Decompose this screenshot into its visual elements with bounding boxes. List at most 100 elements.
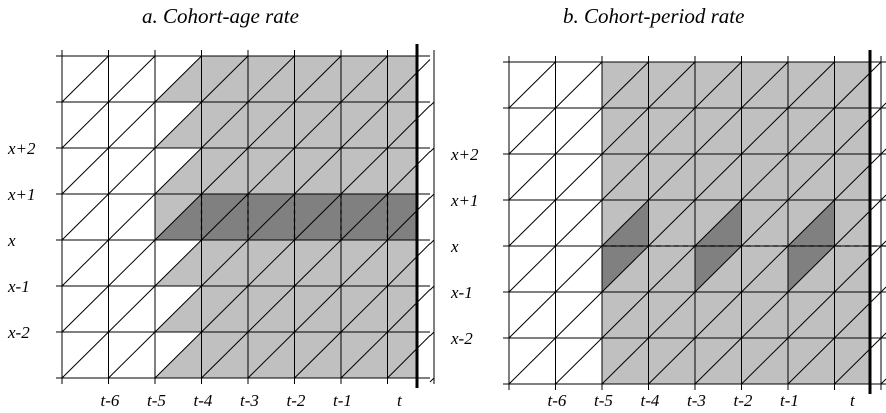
diagonal	[694, 199, 742, 247]
diagonal	[648, 199, 696, 247]
diagonal	[108, 101, 156, 149]
diagonal	[694, 61, 742, 109]
age-label: x-2	[7, 323, 30, 342]
diagonal	[741, 107, 789, 155]
diagonal	[340, 331, 388, 379]
diagonal	[387, 289, 431, 333]
time-label: t-5	[147, 391, 166, 410]
diagonal	[429, 101, 435, 107]
diagonal	[429, 147, 435, 153]
diagonal	[247, 55, 295, 103]
diagonal	[429, 377, 435, 383]
diagonal	[555, 337, 603, 385]
time-label: t-4	[641, 391, 660, 410]
diagonal	[787, 199, 835, 247]
time-labels: t-6 t-5 t-4 t-3 t-2 t-1 t	[101, 391, 404, 410]
age-label: x+1	[450, 191, 479, 210]
diagonal	[880, 148, 886, 155]
time-label: t-1	[780, 391, 799, 410]
diagonal	[201, 147, 249, 195]
diagonal	[247, 101, 295, 149]
dark-row	[155, 194, 417, 240]
diagonal	[387, 105, 431, 149]
diagonal	[787, 107, 835, 155]
time-label: t-3	[687, 391, 706, 410]
diagonal	[247, 239, 295, 287]
diagonal	[201, 285, 249, 333]
diagonal	[834, 337, 882, 385]
time-label: t	[850, 391, 856, 410]
diagonal	[294, 331, 342, 379]
diagonal	[880, 378, 886, 385]
diagonal	[508, 153, 556, 201]
time-label: t-1	[333, 391, 352, 410]
diagonal	[340, 285, 388, 333]
diagonal	[108, 147, 156, 195]
diagonal	[834, 153, 882, 201]
grid	[56, 44, 435, 388]
diagonal	[508, 107, 556, 155]
diagonal	[834, 107, 882, 155]
diagonal	[834, 245, 882, 293]
diagonal	[294, 285, 342, 333]
shaded-area	[155, 56, 417, 378]
diagonal	[61, 285, 109, 333]
diagonal	[340, 193, 388, 241]
diagonal	[247, 331, 295, 379]
diagonal	[154, 147, 202, 195]
diagonal	[555, 61, 603, 109]
diagonal	[694, 291, 742, 339]
diagonal	[648, 245, 696, 293]
diagonal	[340, 239, 388, 287]
diagonal	[508, 337, 556, 385]
diagonal	[694, 107, 742, 155]
diagonal	[61, 101, 109, 149]
diagonal	[387, 335, 431, 379]
diagonal	[694, 337, 742, 385]
time-label: t-6	[548, 391, 567, 410]
diagonal	[648, 61, 696, 109]
panel-b-diagram: x+2 x+1 x x-1 x-2 t-6 t-5 t-4 t-3 t-2 t-1 t	[450, 50, 886, 410]
diagonal	[648, 337, 696, 385]
diagonal	[741, 291, 789, 339]
diagonal	[555, 199, 603, 247]
time-label: t-2	[287, 391, 306, 410]
diagonal	[648, 153, 696, 201]
diagonal	[108, 193, 156, 241]
diagonal	[387, 59, 431, 103]
age-labels: x+2 x+1 x x-1 x-2	[450, 145, 479, 348]
diagonal	[694, 153, 742, 201]
diagonal	[154, 285, 202, 333]
diagonal	[340, 101, 388, 149]
diagonal	[294, 193, 342, 241]
diagonal	[508, 61, 556, 109]
diagonal	[741, 153, 789, 201]
age-label: x+2	[450, 145, 479, 164]
diagonal	[387, 243, 431, 287]
diagonal	[154, 193, 202, 241]
diagonal	[601, 199, 649, 247]
diagonal	[387, 197, 431, 241]
diagonal	[61, 55, 109, 103]
diagonal	[648, 107, 696, 155]
diagonal	[429, 193, 435, 199]
diagonal	[880, 102, 886, 109]
age-label: x+2	[7, 139, 36, 158]
time-label: t-4	[194, 391, 213, 410]
diagonal	[880, 240, 886, 247]
age-label: x-1	[7, 277, 30, 296]
diagonal	[61, 147, 109, 195]
diagonal	[340, 147, 388, 195]
diagonal	[201, 193, 249, 241]
diagonal	[555, 153, 603, 201]
age-label: x-2	[450, 329, 473, 348]
diagonal	[429, 285, 435, 291]
diagonal	[555, 107, 603, 155]
diagonal	[61, 331, 109, 379]
grid	[503, 50, 886, 394]
diagonal	[108, 239, 156, 287]
diagonal	[154, 55, 202, 103]
diagonal	[61, 239, 109, 287]
diagonal	[741, 199, 789, 247]
panel-b-title: b. Cohort-period rate	[563, 4, 745, 28]
